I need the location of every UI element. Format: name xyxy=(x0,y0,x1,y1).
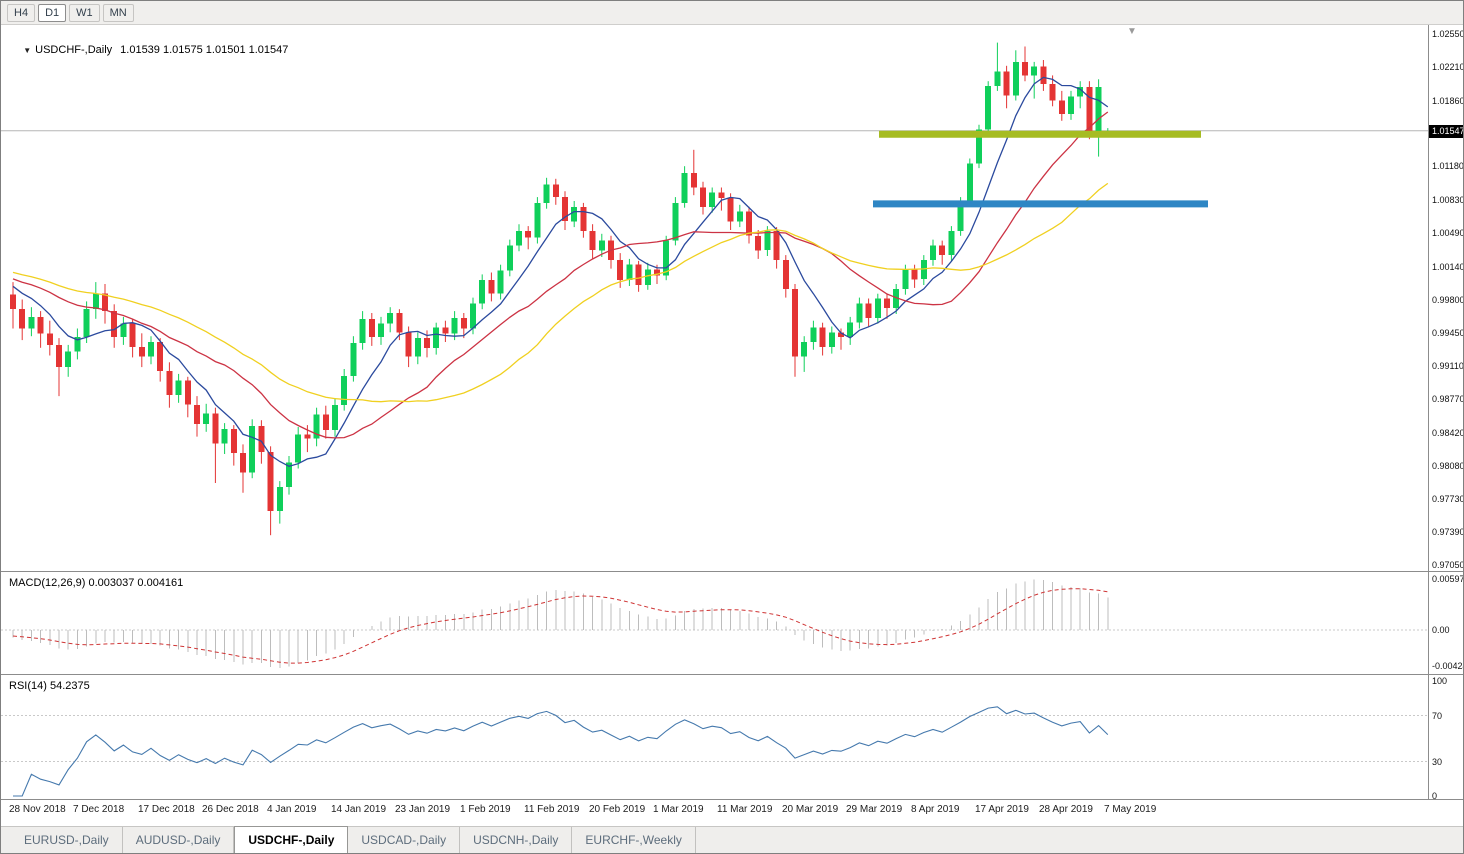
date-label: 7 May 2019 xyxy=(1104,804,1157,815)
price-axis-label: 1.02550 xyxy=(1432,29,1464,39)
timeframe-button-h4[interactable]: H4 xyxy=(7,3,36,22)
price-axis-label: 1.00140 xyxy=(1432,262,1464,272)
price-axis-divider xyxy=(1428,25,1429,799)
macd-chart[interactable] xyxy=(1,572,1429,674)
fast-ma-line xyxy=(12,76,1109,467)
price-axis-label: 0.99110 xyxy=(1432,361,1464,371)
price-axis-label: 0.98770 xyxy=(1432,394,1464,404)
price-axis-label: 0.99450 xyxy=(1432,328,1464,338)
date-label: 28 Apr 2019 xyxy=(1039,804,1093,815)
timeframe-button-mn[interactable]: MN xyxy=(102,3,134,22)
rsi-axis-label: 70 xyxy=(1432,711,1443,721)
price-axis-label: 0.97050 xyxy=(1432,560,1464,570)
tab-audusd-daily[interactable]: AUDUSD-,Daily xyxy=(123,827,235,853)
timeframe-toolbar: H4 D1 W1 MN xyxy=(1,1,1463,25)
macd-indicator-label: MACD(12,26,9) 0.003037 0.004161 xyxy=(9,577,184,589)
macd-signal-line xyxy=(12,588,1108,664)
macd-axis-label: -0.00424 xyxy=(1432,661,1464,671)
tab-usdcnh-daily[interactable]: USDCNH-,Daily xyxy=(460,827,573,853)
price-axis-label: 0.99800 xyxy=(1432,295,1464,305)
price-axis-label: 1.00490 xyxy=(1432,228,1464,238)
rsi-chart[interactable] xyxy=(1,675,1429,799)
medium-ma-line xyxy=(12,111,1109,439)
date-label: 20 Feb 2019 xyxy=(589,804,646,815)
price-axis-label: 1.02210 xyxy=(1432,62,1464,72)
date-label: 17 Apr 2019 xyxy=(975,804,1029,815)
panel-separator xyxy=(1,799,1463,800)
current-price-badge: 1.01547 xyxy=(1429,125,1463,138)
date-label: 20 Mar 2019 xyxy=(782,804,839,815)
rsi-line xyxy=(13,706,1109,797)
date-label: 29 Mar 2019 xyxy=(846,804,903,815)
price-axis-label: 1.00830 xyxy=(1432,195,1464,205)
chart-tab-bar: EURUSD-,Daily AUDUSD-,Daily USDCHF-,Daily U… xyxy=(1,826,1463,853)
tab-eurusd-daily[interactable]: EURUSD-,Daily xyxy=(11,827,123,853)
tab-usdcad-daily[interactable]: USDCAD-,Daily xyxy=(348,827,461,853)
date-label: 4 Jan 2019 xyxy=(267,804,317,815)
date-label: 8 Apr 2019 xyxy=(911,804,960,815)
rsi-axis-label: 30 xyxy=(1432,757,1443,767)
expander-icon[interactable]: ▼ xyxy=(23,46,32,55)
date-axis: 28 Nov 2018 7 Dec 2018 17 Dec 2018 26 Dec 2… xyxy=(1,802,1428,822)
timeframe-button-d1[interactable]: D1 xyxy=(38,3,67,22)
slow-ma-line xyxy=(12,182,1109,403)
price-axis-label: 1.01860 xyxy=(1432,96,1464,106)
panel-separator[interactable] xyxy=(1,571,1463,572)
chart-ohlc-values: 1.01539 1.01575 1.01501 1.01547 xyxy=(120,44,289,56)
rsi-indicator-label: RSI(14) 54.2375 xyxy=(9,680,90,692)
date-label: 7 Dec 2018 xyxy=(73,804,125,815)
date-label: 23 Jan 2019 xyxy=(395,804,451,815)
date-label: 26 Dec 2018 xyxy=(202,804,259,815)
date-label: 1 Mar 2019 xyxy=(653,804,704,815)
panel-separator[interactable] xyxy=(1,674,1463,675)
timeframe-button-w1[interactable]: W1 xyxy=(69,3,100,22)
chart-symbol-label: USDCHF-,Daily xyxy=(35,44,113,56)
price-axis-label: 1.01180 xyxy=(1432,161,1464,171)
date-label: 11 Mar 2019 xyxy=(717,804,773,815)
price-axis-label: 0.98420 xyxy=(1432,428,1464,438)
date-label: 28 Nov 2018 xyxy=(9,804,66,815)
date-label: 1 Feb 2019 xyxy=(460,804,511,815)
rsi-axis-label: 0 xyxy=(1432,791,1438,801)
rsi-axis-label: 100 xyxy=(1432,676,1448,686)
price-axis-label: 0.98080 xyxy=(1432,461,1464,471)
date-label: 17 Dec 2018 xyxy=(138,804,195,815)
chart-shift-marker-icon[interactable]: ▼ xyxy=(1127,26,1137,37)
date-label: 11 Feb 2019 xyxy=(524,804,580,815)
date-label: 14 Jan 2019 xyxy=(331,804,387,815)
tab-eurchf-weekly[interactable]: EURCHF-,Weekly xyxy=(572,827,696,853)
macd-axis-label: 0.00 xyxy=(1432,625,1450,635)
tab-usdchf-daily[interactable]: USDCHF-,Daily xyxy=(234,826,349,853)
price-axis-label: 0.97730 xyxy=(1432,494,1464,504)
candlestick-chart[interactable] xyxy=(1,25,1429,571)
macd-axis-label: 0.00597 xyxy=(1432,574,1464,584)
price-axis-label: 0.97390 xyxy=(1432,527,1464,537)
chart-title: ▼ USDCHF-,Daily 1.01539 1.01575 1.01501 1.… xyxy=(11,32,288,68)
